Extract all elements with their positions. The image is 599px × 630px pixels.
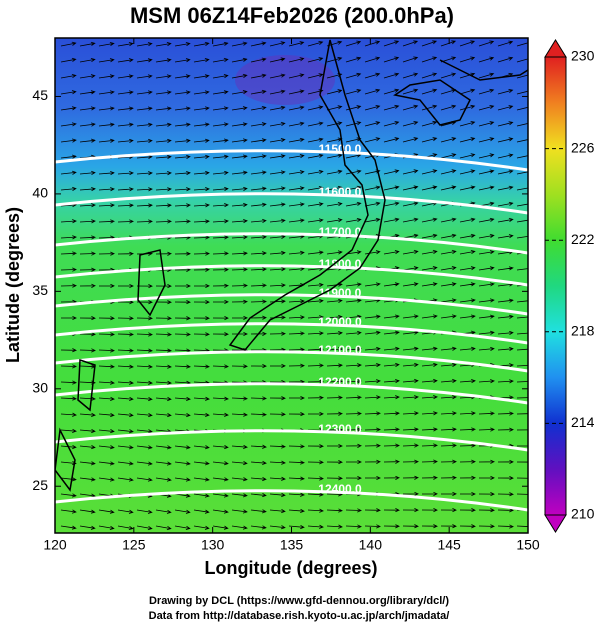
height-contour: [55, 489, 528, 512]
contour-label: 12200.0: [318, 375, 362, 389]
colorbar-tick-label: 222: [571, 231, 595, 247]
contour-label: 12400.0: [318, 482, 362, 496]
credit: Data from http://database.rish.kyoto-u.a…: [149, 610, 450, 622]
x-tick-label: 140: [359, 537, 383, 553]
colorbar-min-arrow: [544, 514, 567, 533]
contour-label: 11500.0: [319, 142, 362, 156]
colorbar-tick-label: 226: [571, 139, 595, 155]
x-tick-label: 135: [280, 537, 304, 553]
contour-label: 11600.0: [319, 185, 362, 199]
colorbar-tick-label: 214: [571, 414, 595, 430]
contour-label: 12000.0: [318, 315, 362, 329]
y-tick-label: 45: [32, 87, 48, 103]
y-tick-label: 25: [32, 477, 48, 493]
colorbar-tick-label: 218: [571, 323, 595, 339]
height-contour: [55, 149, 528, 172]
y-axis-label: Latitude (degrees): [3, 207, 23, 363]
wind-vectors: [60, 40, 528, 531]
contour-label: 11700.0: [319, 225, 362, 239]
credit: Drawing by DCL (https://www.gfd-dennou.o…: [149, 595, 449, 607]
height-contour: [55, 382, 528, 405]
x-axis-label: Longitude (degrees): [204, 558, 377, 578]
x-tick-label: 145: [437, 537, 461, 553]
cold-core: [235, 55, 335, 105]
contour-label: 12300.0: [318, 422, 362, 436]
height-contour: [55, 192, 528, 215]
colorbar-tick-label: 210: [571, 506, 595, 522]
height-contour: [55, 293, 528, 316]
title: MSM 06Z14Feb2026 (200.0hPa): [130, 3, 454, 28]
x-tick-label: 120: [43, 537, 67, 553]
contour-label: 12100.0: [318, 343, 362, 357]
y-tick-label: 30: [32, 379, 48, 395]
colorbar-max-arrow: [544, 39, 567, 58]
x-tick-label: 125: [122, 537, 146, 553]
height-contour: [55, 232, 528, 255]
colorbar-tick-label: 230: [571, 48, 595, 64]
height-contour: [55, 322, 528, 345]
overlay: 11500.011600.011700.011800.011900.012000…: [55, 40, 528, 531]
height-contour: [55, 350, 528, 373]
y-tick-label: 35: [32, 282, 48, 298]
y-tick-label: 40: [32, 185, 48, 201]
x-tick-label: 150: [516, 537, 540, 553]
coastline: [55, 39, 528, 492]
colorbar: [544, 56, 567, 516]
x-tick-label: 130: [201, 537, 225, 553]
height-contour: [55, 429, 528, 452]
height-contour: [55, 264, 528, 287]
